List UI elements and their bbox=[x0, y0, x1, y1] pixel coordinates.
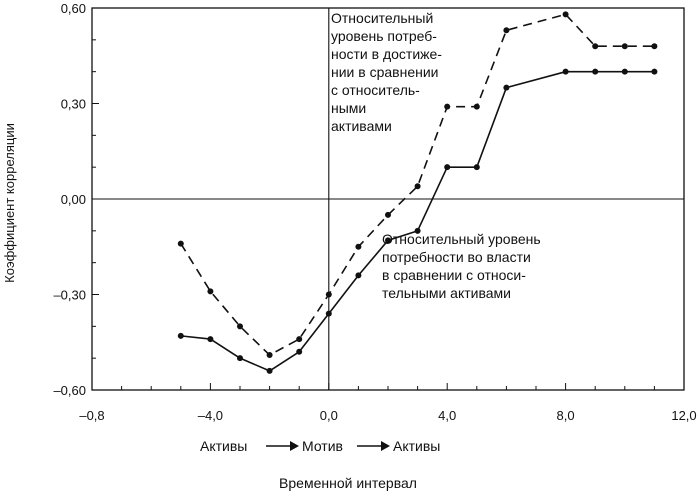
achievement-point bbox=[621, 43, 628, 50]
achievement-point bbox=[355, 243, 362, 250]
achievement-point bbox=[237, 323, 243, 330]
achievement-point bbox=[444, 103, 451, 110]
y-tick-label: 0,30 bbox=[61, 97, 86, 112]
annotation-power-line: в сравнении с относи- bbox=[382, 267, 526, 283]
annotation-power: Относительный уровень потребности во вла… bbox=[382, 231, 541, 301]
annotation-power-line: Относительный уровень bbox=[382, 231, 541, 247]
annotation-power-line: потребности во власти bbox=[382, 249, 531, 265]
tick-labels: –0,8 –4,0 0,0 4,0 8,0 12,0 0,60 0,30 0,00 –0,30 –0… bbox=[53, 1, 696, 423]
axes bbox=[91, 7, 685, 391]
achievement-point bbox=[562, 11, 569, 18]
sequence-label: Активы Мотив Активы bbox=[200, 438, 440, 454]
power-point bbox=[592, 68, 599, 75]
x-tick-label: –0,8 bbox=[79, 408, 104, 423]
annotation-achievement-line: уровень потреб- bbox=[331, 28, 437, 44]
series-points bbox=[177, 11, 658, 374]
power-point bbox=[473, 164, 480, 171]
power-point bbox=[207, 336, 214, 343]
power-point bbox=[385, 237, 391, 244]
annotation-achievement-line: нии в сравнении bbox=[331, 64, 439, 80]
achievement-point bbox=[266, 351, 273, 358]
achievement-point bbox=[414, 183, 421, 190]
power-point bbox=[562, 68, 569, 75]
power-point bbox=[621, 68, 628, 75]
power-point bbox=[177, 332, 184, 339]
series-lines bbox=[180, 13, 655, 372]
annotation-power-line: тельными активами bbox=[382, 285, 511, 301]
achievement-point bbox=[592, 43, 599, 50]
power-point bbox=[237, 355, 243, 362]
sequence-assets-1: Активы bbox=[200, 438, 247, 454]
power-point bbox=[444, 164, 451, 171]
x-axis-label: Временной интервал bbox=[279, 475, 417, 491]
annotation-achievement: Относительный уровень потреб- ности в до… bbox=[331, 10, 442, 134]
power-point bbox=[296, 348, 303, 355]
y-tick-label: –0,30 bbox=[53, 288, 86, 303]
sequence-motive: Мотив bbox=[302, 438, 343, 454]
x-tick-label: 4,0 bbox=[438, 408, 456, 423]
arrow-right-icon bbox=[266, 441, 299, 451]
achievement-point bbox=[325, 291, 332, 298]
achievement-point bbox=[296, 336, 303, 343]
power-point bbox=[355, 272, 362, 279]
achievement-point bbox=[473, 103, 480, 110]
annotation-achievement-line: ными bbox=[331, 100, 366, 116]
series-line-power bbox=[180, 70, 655, 372]
y-axis-label: Коэффициент корреляции bbox=[2, 123, 17, 283]
power-point bbox=[414, 227, 421, 234]
y-tick-label: –0,60 bbox=[53, 383, 86, 398]
y-tick-label: 0,00 bbox=[61, 192, 86, 207]
series-line-achievement bbox=[180, 13, 655, 356]
achievement-point bbox=[503, 27, 510, 34]
power-point bbox=[651, 68, 658, 75]
x-tick-label: 0,0 bbox=[320, 408, 338, 423]
achievement-point bbox=[651, 43, 658, 50]
annotation-achievement-line: активами bbox=[331, 118, 392, 134]
annotation-achievement-line: ности в достиже- bbox=[331, 46, 442, 62]
achievement-point bbox=[207, 288, 214, 295]
y-tick-label: 0,60 bbox=[61, 1, 86, 16]
sequence-assets-2: Активы bbox=[393, 438, 440, 454]
power-point bbox=[325, 310, 332, 317]
achievement-point bbox=[177, 240, 184, 247]
arrow-right-icon bbox=[357, 441, 390, 451]
x-tick-label: 12,0 bbox=[671, 408, 696, 423]
power-point bbox=[266, 367, 273, 374]
annotation-achievement-line: с относитель- bbox=[331, 82, 420, 98]
achievement-point bbox=[385, 211, 391, 218]
annotation-achievement-line: Относительный bbox=[331, 10, 433, 26]
x-tick-label: –4,0 bbox=[198, 408, 223, 423]
power-point bbox=[503, 84, 510, 91]
x-tick-label: 8,0 bbox=[557, 408, 575, 423]
